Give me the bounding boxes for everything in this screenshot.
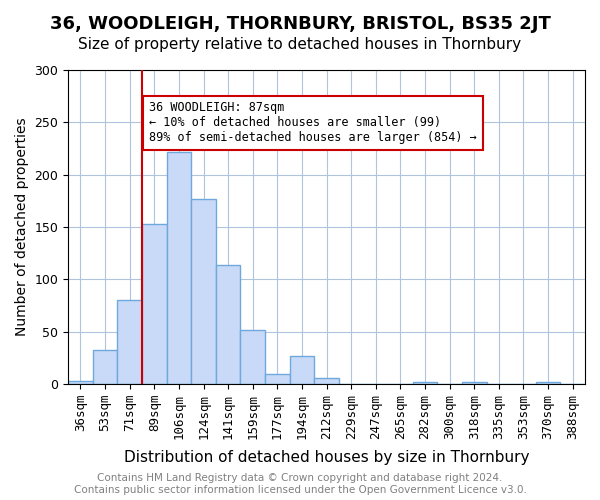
Bar bbox=[290, 356, 314, 384]
Bar bbox=[536, 382, 560, 384]
Bar bbox=[314, 378, 339, 384]
Bar bbox=[167, 152, 191, 384]
Bar bbox=[216, 265, 241, 384]
Bar bbox=[413, 382, 437, 384]
X-axis label: Distribution of detached houses by size in Thornbury: Distribution of detached houses by size … bbox=[124, 450, 529, 465]
Bar bbox=[118, 300, 142, 384]
Text: 36, WOODLEIGH, THORNBURY, BRISTOL, BS35 2JT: 36, WOODLEIGH, THORNBURY, BRISTOL, BS35 … bbox=[50, 15, 550, 33]
Bar bbox=[142, 224, 167, 384]
Y-axis label: Number of detached properties: Number of detached properties bbox=[15, 118, 29, 336]
Bar bbox=[265, 374, 290, 384]
Bar bbox=[191, 199, 216, 384]
Bar bbox=[93, 350, 118, 384]
Text: Contains HM Land Registry data © Crown copyright and database right 2024.
Contai: Contains HM Land Registry data © Crown c… bbox=[74, 474, 526, 495]
Bar bbox=[241, 330, 265, 384]
Text: Size of property relative to detached houses in Thornbury: Size of property relative to detached ho… bbox=[79, 38, 521, 52]
Bar bbox=[462, 382, 487, 384]
Bar bbox=[68, 381, 93, 384]
Text: 36 WOODLEIGH: 87sqm
← 10% of detached houses are smaller (99)
89% of semi-detach: 36 WOODLEIGH: 87sqm ← 10% of detached ho… bbox=[149, 102, 477, 144]
